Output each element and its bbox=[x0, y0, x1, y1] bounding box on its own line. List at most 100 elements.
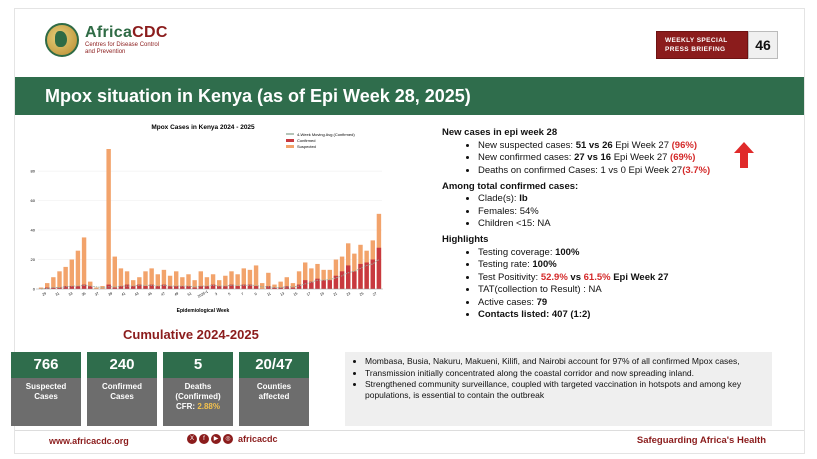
list-item: Testing rate: 100% bbox=[478, 259, 782, 270]
x-tick-label: 49 bbox=[174, 291, 179, 296]
slide: AfricaCDC Centres for Disease Control an… bbox=[11, 8, 805, 454]
x-tick-label: 15 bbox=[293, 291, 298, 296]
stat-confirmed: 240 Confirmed Cases bbox=[87, 352, 157, 426]
bar-suspected bbox=[131, 280, 136, 289]
bar-confirmed bbox=[315, 278, 320, 289]
bar-suspected bbox=[253, 265, 259, 289]
bar-suspected bbox=[192, 280, 197, 289]
bar-confirmed bbox=[143, 286, 148, 289]
bar-confirmed bbox=[131, 286, 136, 289]
total-confirmed-list: Clade(s): Ib Females: 54% Children <15: … bbox=[442, 193, 782, 229]
bar-suspected bbox=[137, 277, 142, 289]
bar-suspected bbox=[303, 262, 308, 289]
bar-confirmed bbox=[290, 287, 296, 289]
youtube-icon[interactable]: ▶ bbox=[211, 434, 221, 444]
situation-details: New cases in epi week 28 New suspected c… bbox=[442, 125, 782, 325]
bar-confirmed bbox=[217, 286, 222, 289]
x-tick-label: 17 bbox=[306, 291, 311, 296]
list-item: Clade(s): Ib bbox=[478, 193, 782, 204]
x-icon[interactable]: X bbox=[187, 434, 197, 444]
summary-item: Transmission initially concentrated alon… bbox=[365, 368, 772, 379]
bar-confirmed bbox=[346, 265, 351, 289]
list-item: Testing coverage: 100% bbox=[478, 247, 782, 258]
logo-subtitle-2: and Prevention bbox=[85, 49, 126, 55]
bar-suspected bbox=[38, 287, 44, 289]
bar-suspected bbox=[235, 274, 240, 289]
facebook-icon[interactable]: f bbox=[199, 434, 209, 444]
bar-confirmed bbox=[309, 281, 314, 289]
bar-suspected bbox=[309, 268, 314, 289]
bar-suspected bbox=[223, 275, 228, 289]
bar-confirmed bbox=[352, 271, 357, 289]
list-item: Deaths on confirmed Cases: 1 vs 0 Epi We… bbox=[478, 165, 782, 176]
slide-number: 46 bbox=[748, 31, 778, 59]
bar-suspected bbox=[45, 283, 50, 289]
legend-swatch-suspected bbox=[286, 145, 294, 148]
bar-confirmed bbox=[192, 287, 197, 289]
social-links: X f ▶ ◎ africacdc bbox=[187, 434, 278, 444]
y-tick-label: 40 bbox=[31, 228, 36, 233]
list-item: Active cases: 79 bbox=[478, 297, 782, 308]
title-bar: Mpox situation in Kenya (as of Epi Week … bbox=[15, 77, 804, 115]
bar-confirmed bbox=[161, 284, 167, 289]
bar-suspected bbox=[290, 283, 296, 289]
legend-moving-avg: 4-Week Moving Avg (Confirmed) bbox=[297, 132, 355, 137]
bar-confirmed bbox=[223, 286, 228, 289]
bar-confirmed bbox=[167, 286, 173, 289]
bar-confirmed bbox=[235, 286, 240, 289]
x-tick-label: 45 bbox=[147, 291, 152, 296]
list-item: Test Positivity: 52.9% vs 61.5% Epi Week… bbox=[478, 272, 782, 283]
press-briefing-badge: WEEKLY SPECIAL PRESS BRIEFING 46 bbox=[656, 31, 778, 59]
bar-suspected bbox=[321, 269, 326, 289]
x-tick-label: 25 bbox=[359, 291, 364, 296]
new-cases-list: New suspected cases: 51 vs 26 Epi Week 2… bbox=[442, 140, 782, 176]
bar-confirmed bbox=[204, 286, 210, 289]
bar-confirmed bbox=[174, 286, 179, 289]
bar-confirmed bbox=[376, 247, 382, 289]
stat-label: Confirmed Cases bbox=[87, 378, 157, 426]
bar-confirmed bbox=[370, 259, 375, 289]
globe-icon bbox=[45, 23, 79, 57]
bar-suspected bbox=[161, 269, 167, 289]
bar-confirmed bbox=[229, 284, 234, 289]
instagram-icon[interactable]: ◎ bbox=[223, 434, 233, 444]
cumulative-title: Cumulative 2024-2025 bbox=[123, 327, 259, 342]
bar-confirmed bbox=[69, 286, 74, 289]
social-handle: africacdc bbox=[238, 434, 278, 444]
bar-suspected bbox=[217, 280, 222, 289]
cumulative-stats: 766 Suspected Cases 240 Confirmed Cases 5 … bbox=[11, 352, 315, 426]
x-tick-label: 5 bbox=[227, 292, 231, 296]
x-tick-label: 7 bbox=[241, 292, 245, 296]
list-item: Females: 54% bbox=[478, 206, 782, 217]
bar-confirmed bbox=[321, 280, 326, 289]
stat-value: 766 bbox=[11, 352, 81, 378]
bar-confirmed bbox=[186, 286, 191, 289]
website-link[interactable]: www.africacdc.org bbox=[49, 436, 129, 446]
bar-confirmed bbox=[180, 286, 185, 289]
page-title: Mpox situation in Kenya (as of Epi Week … bbox=[45, 85, 471, 106]
africacdc-logo: AfricaCDC Centres for Disease Control an… bbox=[45, 23, 168, 57]
x-tick-label: 19 bbox=[319, 291, 324, 296]
stat-value: 5 bbox=[163, 352, 233, 378]
bar-confirmed bbox=[137, 284, 142, 289]
bar-suspected bbox=[167, 275, 173, 289]
bar-suspected bbox=[100, 286, 105, 289]
bar-confirmed bbox=[358, 263, 363, 289]
x-tick-label: 33 bbox=[68, 291, 73, 296]
x-tick-label: 23 bbox=[346, 291, 351, 296]
total-confirmed-heading: Among total confirmed cases: bbox=[442, 180, 579, 192]
stat-label: Deaths (Confirmed) CFR: 2.88% bbox=[163, 378, 233, 426]
bar-suspected bbox=[143, 271, 148, 289]
bar-confirmed bbox=[284, 286, 289, 289]
bar-suspected bbox=[198, 271, 203, 289]
bar-suspected bbox=[174, 271, 179, 289]
list-item: Children <15: NA bbox=[478, 218, 782, 229]
chart-title: Mpox Cases in Kenya 2024 - 2025 bbox=[151, 124, 255, 131]
x-tick-label: 51 bbox=[187, 291, 192, 296]
stat-label: Suspected Cases bbox=[11, 378, 81, 426]
legend-swatch-confirmed bbox=[286, 139, 294, 142]
bar-confirmed bbox=[210, 284, 216, 289]
bar-confirmed bbox=[364, 262, 369, 289]
x-tick-label: 37 bbox=[94, 291, 99, 296]
x-tick-label: 41 bbox=[121, 291, 126, 296]
